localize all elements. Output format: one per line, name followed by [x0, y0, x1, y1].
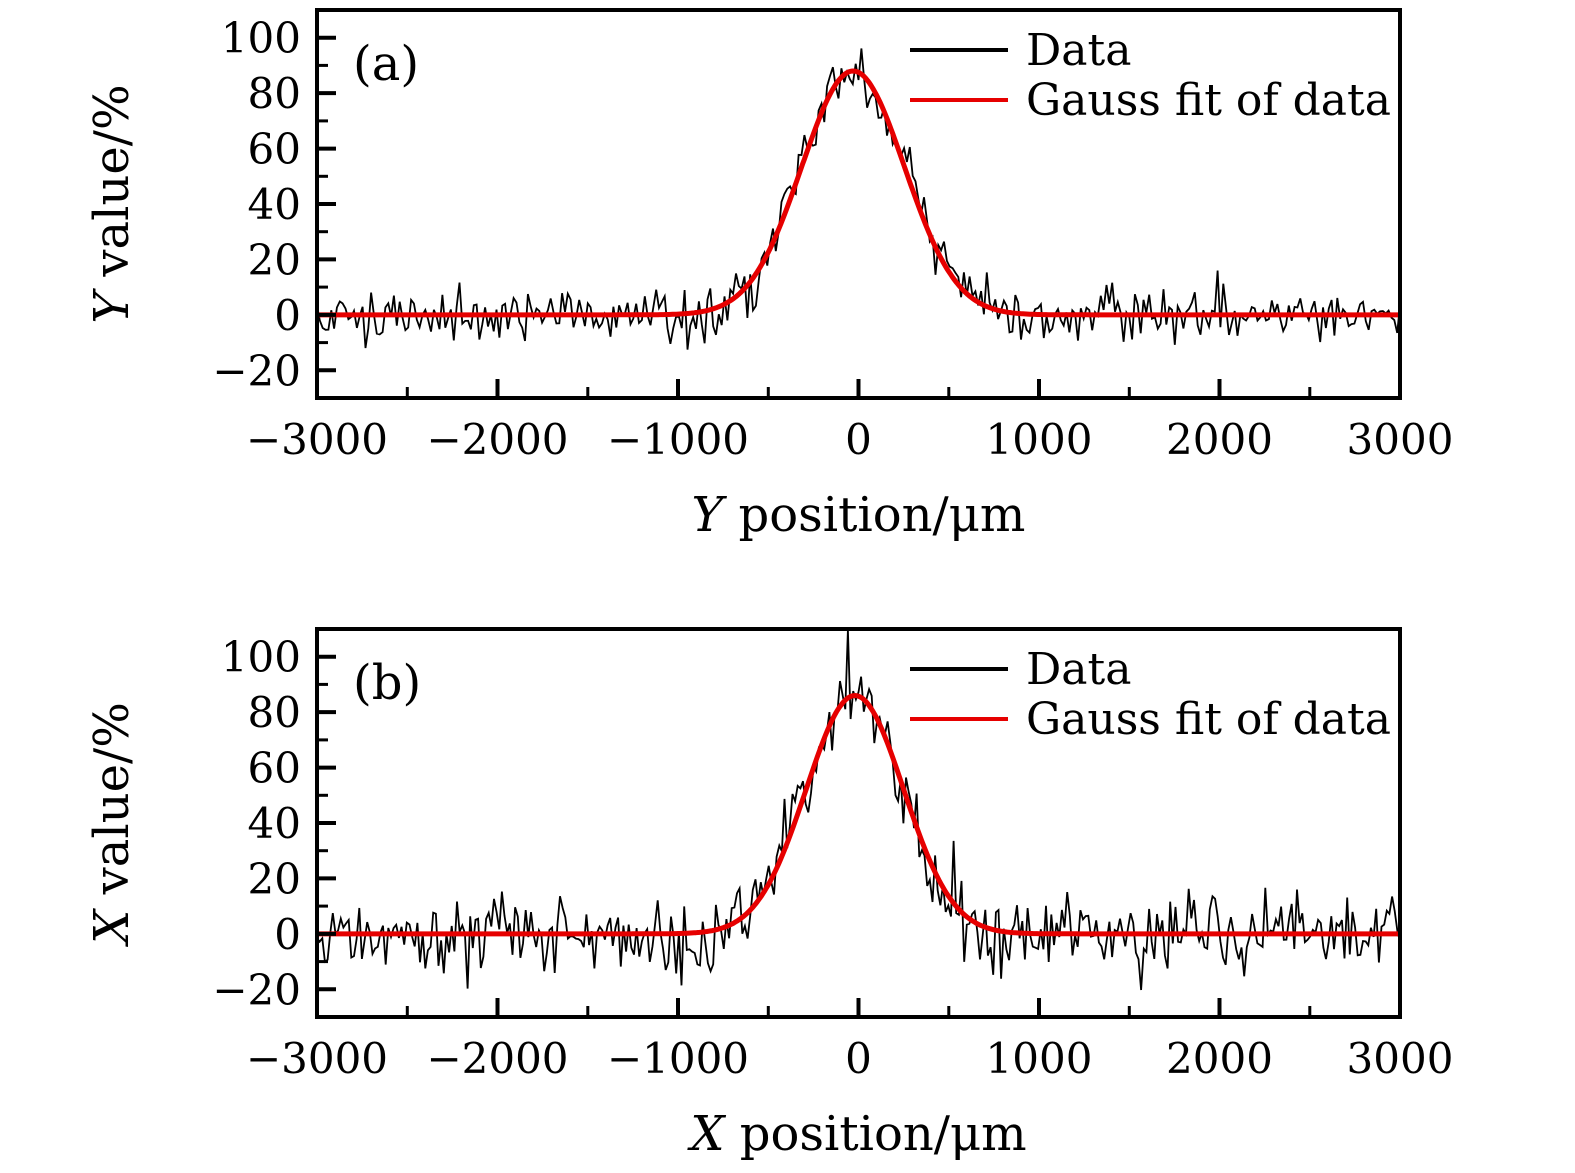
x-tick-label: −2000: [426, 415, 568, 464]
panel-a-x-tick-labels: −3000 −2000 −1000 0 1000 2000 3000: [246, 415, 1453, 464]
y-tick-label: 60: [248, 125, 301, 174]
panel-b-x-ticks: [315, 654, 1402, 1015]
x-tick-label: 0: [845, 1034, 872, 1083]
x-tick-label: −1000: [607, 1034, 749, 1083]
legend-label: Gauss fit of data: [1026, 694, 1391, 745]
x-tick-label: −3000: [246, 415, 388, 464]
x-tick-label: 3000: [1347, 415, 1454, 464]
panel-a-y-tick-labels: 100 80 60 40 20 0 −20: [212, 14, 301, 396]
panel-a-x-axis-title: Y position/μm: [692, 487, 1026, 543]
x-tick-label: −2000: [426, 1034, 568, 1083]
y-tick-label: −20: [212, 346, 301, 395]
y-tick-label: 80: [248, 69, 301, 118]
y-tick-label: 60: [248, 744, 301, 793]
y-tick-label: 20: [248, 854, 301, 903]
panel-a-y-axis-title: Y value/%: [84, 84, 140, 323]
x-tick-label: −3000: [246, 1034, 388, 1083]
panel-a-data-trace: [319, 48, 1398, 350]
panel-b-y-axis-title: X value/%: [84, 702, 140, 948]
panel-b-box: [315, 627, 1402, 1019]
y-tick-label: 20: [248, 235, 301, 284]
panel-b-x-axis-title: X position/μm: [686, 1106, 1026, 1162]
x-tick-label: 0: [845, 415, 872, 464]
panel-a-box: [315, 8, 1402, 400]
x-tick-label: 1000: [986, 1034, 1093, 1083]
x-tick-label: 3000: [1347, 1034, 1454, 1083]
y-tick-label: 100: [221, 633, 301, 682]
x-tick-label: 2000: [1166, 1034, 1273, 1083]
panel-b-y-tick-labels: 100 80 60 40 20 0 −20: [212, 633, 301, 1015]
y-tick-label: 40: [248, 180, 301, 229]
panel-b-fit-curve: [319, 693, 1398, 937]
panel-b-x-tick-labels: −3000 −2000 −1000 0 1000 2000 3000: [246, 1034, 1453, 1083]
y-tick-label: 100: [221, 14, 301, 63]
legend-label: Data: [1026, 25, 1131, 76]
panel-a-fit-curve: [319, 68, 1398, 318]
x-tick-label: 1000: [986, 415, 1093, 464]
y-tick-label: 0: [274, 910, 301, 959]
panel-b: −3000 −2000 −1000 0 1000 2000 3000 100 80 60 40 20 0…: [84, 627, 1453, 1162]
legend-label: Data: [1026, 644, 1131, 695]
panel-b-label: (b): [353, 655, 421, 711]
panel-a-label: (a): [353, 36, 419, 92]
y-tick-label: 0: [274, 291, 301, 340]
y-tick-label: −20: [212, 965, 301, 1014]
x-tick-label: 2000: [1166, 415, 1273, 464]
y-tick-label: 80: [248, 688, 301, 737]
panel-a-x-ticks: [315, 35, 1402, 396]
legend-label: Gauss fit of data: [1026, 75, 1391, 126]
x-tick-label: −1000: [607, 415, 749, 464]
y-tick-label: 40: [248, 799, 301, 848]
panel-a: −3000 −2000 −1000 0 1000 2000 3000 100 80 60 40 20 0…: [84, 8, 1453, 543]
